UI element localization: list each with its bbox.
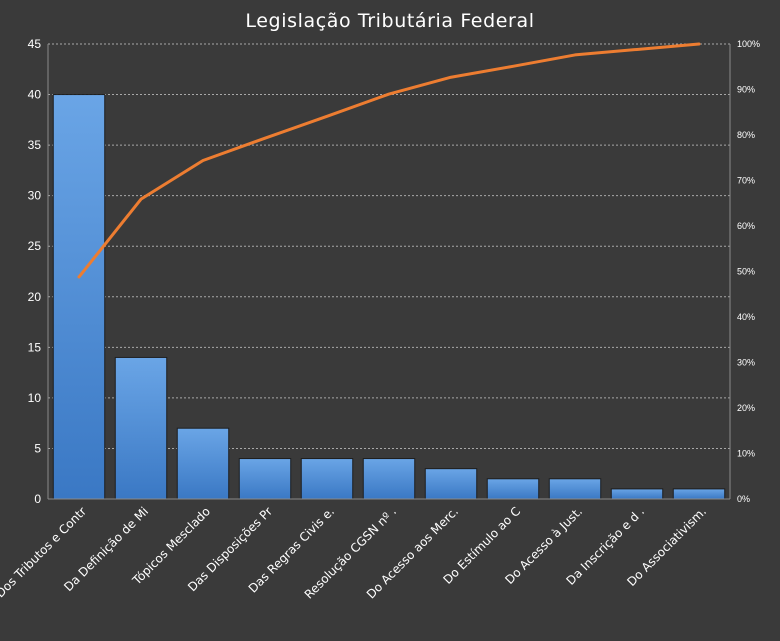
y2-tick-label: 40% <box>737 312 755 322</box>
y2-tick-label: 70% <box>737 176 755 186</box>
y-tick-label: 15 <box>28 340 42 354</box>
y-tick-label: 0 <box>34 492 41 506</box>
bar <box>548 478 602 500</box>
y-tick-label: 5 <box>34 441 41 455</box>
y2-tick-label: 80% <box>737 130 755 140</box>
y-tick-label: 30 <box>28 189 42 203</box>
y2-tick-label: 30% <box>737 358 755 368</box>
y2-tick-label: 0% <box>737 494 750 504</box>
bar <box>300 458 354 500</box>
y-tick-label: 10 <box>28 391 42 405</box>
chart-title: Legislação Tributária Federal <box>245 10 534 32</box>
y-tick-label: 25 <box>28 239 42 253</box>
y-tick-label: 35 <box>28 138 42 152</box>
y2-tick-label: 90% <box>737 85 755 95</box>
bar <box>114 356 168 500</box>
bar <box>672 488 726 500</box>
y2-tick-label: 100% <box>737 39 760 49</box>
bar <box>424 468 478 500</box>
y-tick-label: 40 <box>28 88 42 102</box>
cumulative-line <box>77 42 701 279</box>
y2-tick-label: 60% <box>737 221 755 231</box>
y2-axis-ticks: 0% 10% 20% 30% 40% 50% 60% 70% 80% 90% 100% <box>737 39 760 504</box>
bars <box>52 94 726 500</box>
y-tick-label: 20 <box>28 290 42 304</box>
bar <box>610 488 664 500</box>
bar <box>362 458 416 500</box>
y-axis-ticks: 0 5 10 15 20 25 30 35 40 45 <box>28 37 42 506</box>
y2-tick-label: 50% <box>737 267 755 277</box>
bar <box>52 94 106 500</box>
bar <box>238 458 292 500</box>
bar <box>486 478 540 500</box>
y-tick-label: 45 <box>28 37 42 51</box>
bar <box>176 427 230 500</box>
axes <box>47 44 731 500</box>
cumulative-line-path <box>77 42 701 279</box>
y2-tick-label: 20% <box>737 403 755 413</box>
y2-tick-label: 10% <box>737 449 755 459</box>
